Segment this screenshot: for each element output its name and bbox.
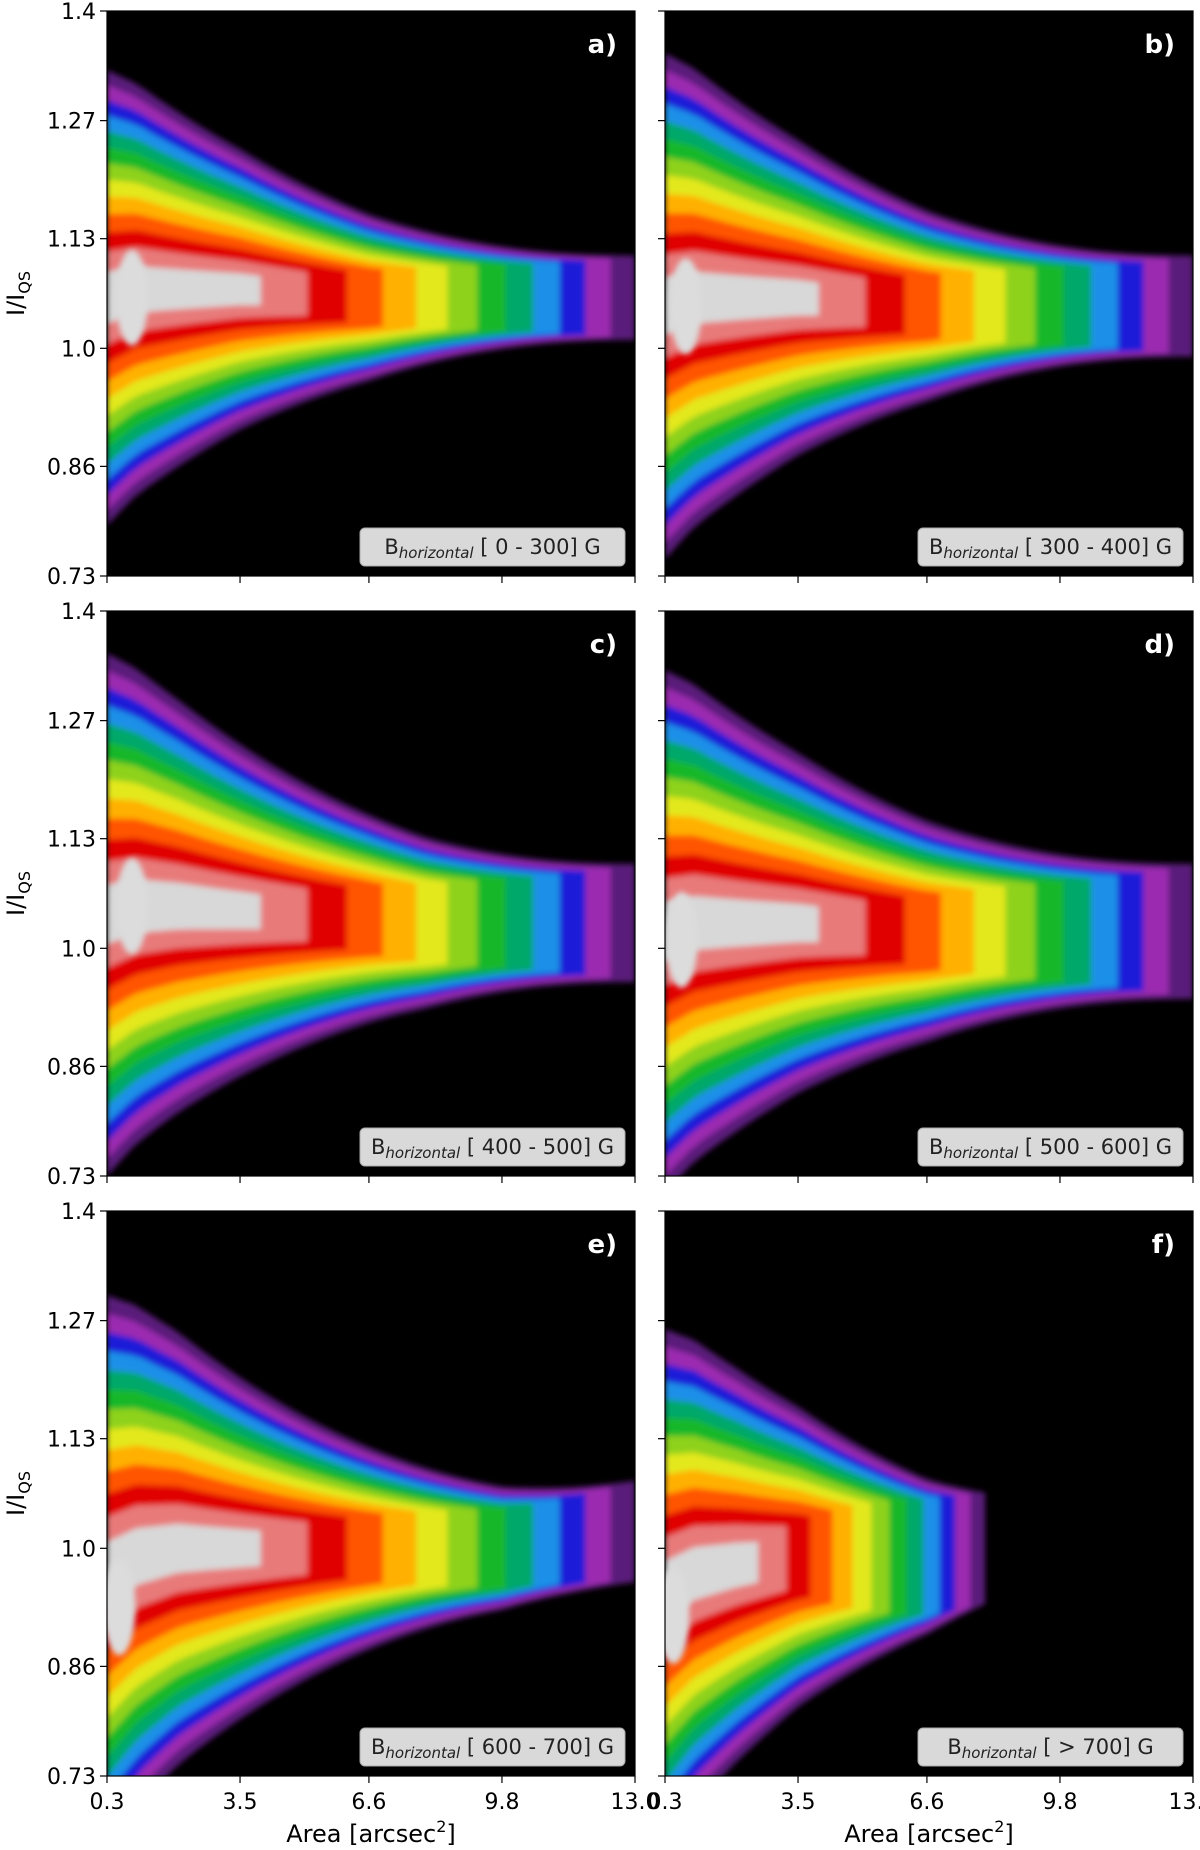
y-axis (658, 610, 665, 1177)
y-axis: 0.73 0.86 1.0 1.13 1.27 1.4 (47, 1200, 107, 1790)
panel-frame (106, 1210, 636, 1777)
peak-core (665, 1567, 690, 1664)
x-axis: 0.3 3.5 6.6 9.8 13.0 (90, 1776, 660, 1815)
panel-f: f) Bhorizontal [ > 700] G 0.3 3.5 6.6 9.8 13.0… (648, 1210, 1200, 1848)
y-tick-label: 1.4 (61, 0, 96, 25)
x-axis-title: Area [arcsec2] (286, 1817, 456, 1848)
panel-frame (106, 610, 636, 1177)
y-tick-label: 0.86 (47, 1055, 96, 1080)
y-tick-label: 0.86 (47, 1655, 96, 1680)
panel-b: b) Bhorizontal [ 300 - 400] G (658, 10, 1194, 583)
legend-text: Bhorizontal [ 400 - 500] G (371, 1135, 614, 1162)
x-axis: 0.3 3.5 6.6 9.8 13.0 (648, 1776, 1200, 1815)
legend-text: Bhorizontal [ 0 - 300] G (384, 535, 600, 562)
legend-text: Bhorizontal [ 300 - 400] G (929, 535, 1172, 562)
panel-frame (664, 10, 1194, 577)
x-axis-title: Area [arcsec2] (844, 1817, 1014, 1848)
legend-text: Bhorizontal [ 600 - 700] G (371, 1735, 614, 1762)
panel-a: a) Bhorizontal [ 0 - 300] G 0.73 0.86 1.0 1.1… (2, 0, 636, 590)
panel-label: b) (1145, 30, 1176, 60)
x-tick-label: 9.8 (1042, 1790, 1077, 1815)
contour-band (665, 272, 819, 335)
y-tick-label: 1.27 (47, 110, 96, 135)
y-tick-label: 0.73 (47, 565, 96, 590)
density-contours (107, 70, 635, 526)
panel-c: c) Bhorizontal [ 400 - 500] G 0.73 0.86 1.0 1… (2, 600, 636, 1190)
y-tick-label: 1.0 (61, 937, 96, 962)
panel-e: e) Bhorizontal [ 600 - 700] G 0.73 0.86 1.0 1… (2, 1200, 660, 1848)
legend-box: Bhorizontal [ 300 - 400] G (917, 527, 1184, 567)
x-tick-label: 6.6 (351, 1790, 386, 1815)
y-axis (658, 1210, 665, 1777)
peak-core (107, 1559, 136, 1656)
legend-box: Bhorizontal [ 400 - 500] G (359, 1127, 626, 1167)
panel-label: a) (588, 30, 617, 60)
y-tick-label: 1.27 (47, 710, 96, 735)
y-tick-label: 1.13 (47, 228, 96, 253)
y-tick-label: 1.27 (47, 1310, 96, 1335)
density-contours (665, 1329, 986, 1776)
y-axis-title: I/IQS (2, 271, 34, 316)
x-axis (664, 576, 1194, 583)
y-axis: 0.73 0.86 1.0 1.13 1.27 1.4 (47, 600, 107, 1190)
panel-frame (664, 1210, 1194, 1777)
legend-box: Bhorizontal [ 0 - 300] G (359, 527, 626, 567)
x-tick-label: 3.5 (223, 1790, 258, 1815)
x-tick-label: 3.5 (781, 1790, 816, 1815)
peak-core (665, 891, 698, 988)
y-tick-label: 1.4 (61, 600, 96, 625)
contour-band (107, 1524, 261, 1606)
x-tick-label: 0.3 (90, 1790, 125, 1815)
peak-core (115, 858, 148, 955)
legend-box: Bhorizontal [ 500 - 600] G (917, 1127, 1184, 1167)
panel-label: c) (590, 630, 617, 660)
x-tick-label: 13.0 (611, 1790, 660, 1815)
x-tick-label: 6.6 (909, 1790, 944, 1815)
peak-core (669, 258, 702, 355)
y-tick-label: 1.4 (61, 1200, 96, 1225)
x-axis (106, 1176, 636, 1183)
y-tick-label: 1.0 (61, 1537, 96, 1562)
panel-label: d) (1145, 630, 1176, 660)
legend-box: Bhorizontal [ > 700] G (917, 1727, 1184, 1767)
legend-text: Bhorizontal [ > 700] G (947, 1735, 1153, 1762)
density-contours (107, 1295, 635, 1776)
panel-d: d) Bhorizontal [ 500 - 600] G (658, 610, 1194, 1183)
panel-label: e) (587, 1230, 617, 1260)
y-axis-title: I/IQS (2, 871, 34, 916)
y-tick-label: 1.13 (47, 1428, 96, 1453)
contour-band (665, 896, 819, 961)
density-contours (665, 53, 1193, 560)
panel-frame (106, 10, 636, 577)
y-tick-label: 1.0 (61, 337, 96, 362)
legend-text: Bhorizontal [ 500 - 600] G (929, 1135, 1172, 1162)
panel-label: f) (1152, 1230, 1175, 1260)
y-axis: 0.73 0.86 1.0 1.13 1.27 1.4 (47, 0, 107, 590)
peak-core (115, 249, 148, 346)
x-axis (106, 576, 636, 583)
y-axis (658, 10, 665, 577)
x-axis (664, 1176, 1194, 1183)
y-axis-title: I/IQS (2, 1471, 34, 1516)
y-tick-label: 1.13 (47, 828, 96, 853)
y-tick-label: 0.73 (47, 1765, 96, 1790)
density-contours (107, 653, 635, 1176)
density-contours (665, 670, 1193, 1176)
panel-frame (664, 610, 1194, 1177)
y-tick-label: 0.73 (47, 1165, 96, 1190)
y-tick-label: 0.86 (47, 455, 96, 480)
x-tick-label: 9.8 (484, 1790, 519, 1815)
x-tick-label: 0.3 (648, 1790, 683, 1815)
legend-box: Bhorizontal [ 600 - 700] G (359, 1727, 626, 1767)
x-tick-label: 13.0 (1169, 1790, 1200, 1815)
